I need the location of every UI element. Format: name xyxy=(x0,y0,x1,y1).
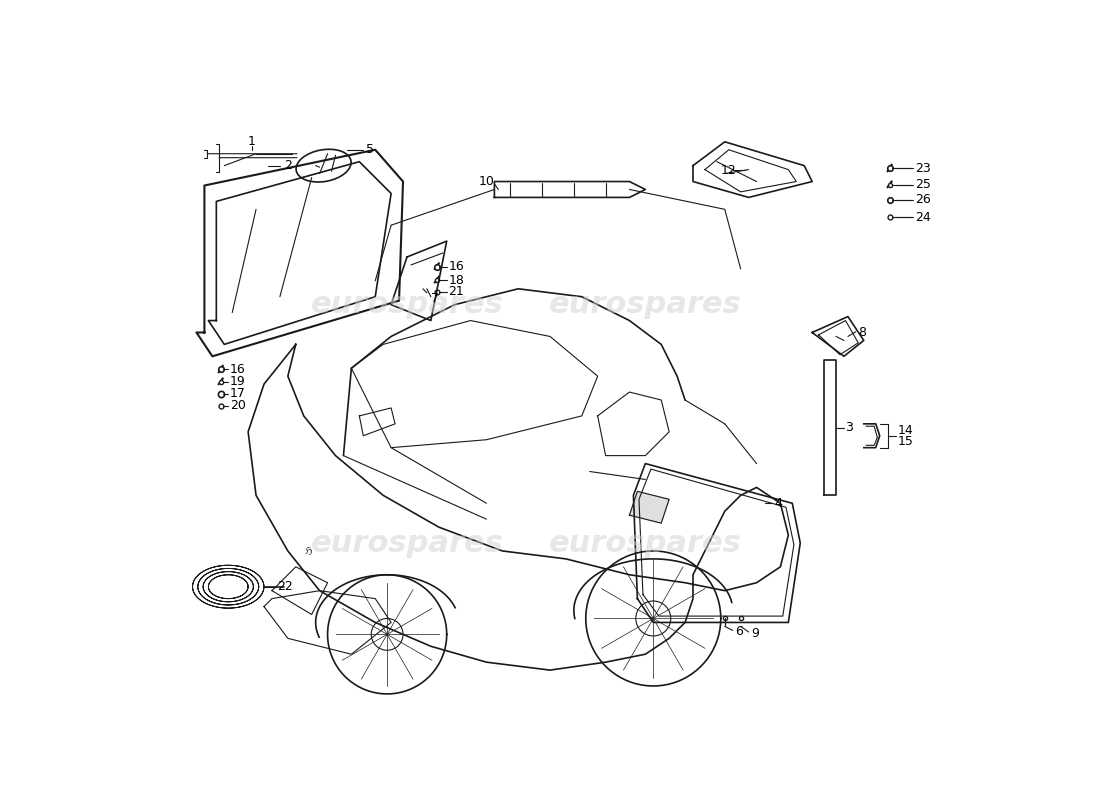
Text: 7: 7 xyxy=(431,292,439,305)
Text: 23: 23 xyxy=(915,162,931,174)
Text: 3: 3 xyxy=(846,422,854,434)
Polygon shape xyxy=(629,491,669,523)
Text: 1: 1 xyxy=(249,135,256,148)
Text: 10: 10 xyxy=(478,175,494,188)
Text: 20: 20 xyxy=(230,399,245,412)
Text: eurospares: eurospares xyxy=(549,529,741,558)
Text: 25: 25 xyxy=(915,178,931,191)
Text: 19: 19 xyxy=(230,375,245,388)
Text: 12: 12 xyxy=(720,164,737,177)
Text: 16: 16 xyxy=(230,362,245,375)
Text: 16: 16 xyxy=(449,260,464,273)
Text: 8: 8 xyxy=(858,326,866,339)
Text: 9: 9 xyxy=(751,627,759,640)
Text: eurospares: eurospares xyxy=(310,529,504,558)
Text: 26: 26 xyxy=(915,194,931,206)
Text: 14: 14 xyxy=(898,424,913,437)
Text: 4: 4 xyxy=(774,497,783,510)
Text: 5: 5 xyxy=(365,143,374,156)
Text: 18: 18 xyxy=(449,274,464,286)
Text: 24: 24 xyxy=(915,210,931,224)
Text: eurospares: eurospares xyxy=(549,290,741,319)
Text: 22: 22 xyxy=(277,580,294,593)
Text: 6: 6 xyxy=(735,626,743,638)
Text: eurospares: eurospares xyxy=(310,290,504,319)
Text: ℌ: ℌ xyxy=(304,546,311,556)
Text: 21: 21 xyxy=(449,286,464,298)
Text: 2: 2 xyxy=(284,159,292,172)
Text: 15: 15 xyxy=(898,435,913,448)
Text: 17: 17 xyxy=(230,387,245,400)
